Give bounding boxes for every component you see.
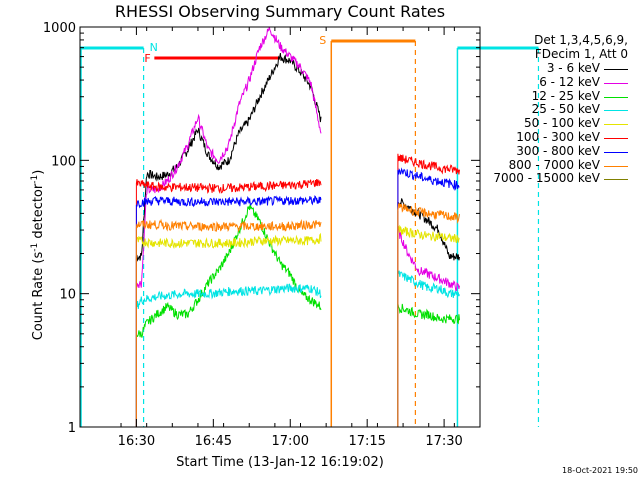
series-6-12-kev-seg1: [135, 26, 322, 427]
legend-header-line2: FDecim 1, Att 0: [534, 47, 628, 61]
series-300-800-kev-seg2: [397, 167, 460, 427]
series-6-12-kev-seg2: [397, 225, 460, 427]
x-axis-label: Start Time (13-Jan-12 16:19:02): [176, 455, 384, 470]
series-layer: [135, 26, 460, 427]
legend-swatch-2: [604, 96, 628, 98]
series-100-300-kev-seg2: [397, 153, 460, 427]
x-tick-label-4: 17:30: [425, 434, 462, 449]
series-800-7000-kev-seg2: [397, 202, 460, 427]
series-12-25-kev-seg2: [397, 303, 460, 427]
y-label-sup1: -1: [29, 242, 40, 252]
series-3-6-kev-seg2: [397, 198, 460, 427]
legend-item-8: 7000 - 15000 keV: [493, 171, 600, 186]
series-50-100-kev-seg2: [397, 224, 460, 427]
series-800-7000-kev-seg1: [135, 218, 322, 427]
x-tick-label-3: 17:15: [348, 434, 385, 449]
series-300-800-kev-seg1: [135, 195, 322, 427]
night-flag-label: N: [150, 41, 158, 54]
legend-swatch-1: [604, 82, 628, 84]
legend-item-4: 50 - 100 keV: [523, 116, 600, 131]
tick-layer: 16:30 16:45 17:00 17:15 17:30 1 10 100 1000: [43, 21, 480, 449]
series-3-6-kev-seg1: [135, 53, 322, 427]
legend-item-0: 3 - 6 keV: [546, 61, 600, 75]
series-25-50-kev-seg1: [135, 283, 322, 427]
saa-flag-label: S: [319, 34, 326, 47]
x-tick-label-2: 17:00: [272, 434, 309, 449]
legend-swatch-0: [604, 69, 628, 70]
plot-frame: [79, 26, 481, 428]
legend-item-1: 6 - 12 keV: [539, 74, 600, 89]
y-label-part2: detector: [31, 183, 47, 243]
y-label-part1: Count Rate (s: [31, 251, 47, 341]
legend-swatch-4: [604, 124, 628, 126]
legend-swatch-5: [604, 138, 628, 139]
series-12-25-kev-seg1: [135, 204, 322, 427]
y-tick-label-1: 10: [59, 288, 76, 303]
series-100-300-kev-seg1: [135, 179, 322, 427]
legend-header-line1: Det 1,3,4,5,6,9,: [534, 33, 628, 47]
timestamp: 18-Oct-2021 19:50: [562, 466, 638, 475]
flare-flag-label: F: [144, 52, 150, 65]
y-label-sup2: -1: [29, 174, 40, 184]
legend-item-5: 100 - 300 keV: [516, 130, 600, 144]
x-tick-label-0: 16:30: [118, 434, 155, 449]
flag-layer: [80, 39, 540, 427]
y-tick-label-2: 100: [51, 154, 76, 169]
y-tick-label-3: 1000: [43, 21, 76, 36]
legend-swatch-7: [604, 165, 628, 167]
y-axis-label: Count Rate (s-1 detector-1): [30, 170, 46, 341]
y-label-part3: ): [31, 169, 47, 175]
series-25-50-kev-seg2: [397, 270, 460, 427]
legend-swatch-6: [604, 151, 628, 153]
y-tick-label-0: 1: [68, 421, 76, 436]
x-tick-label-1: 16:45: [195, 434, 232, 449]
series-50-100-kev-seg1: [135, 232, 322, 427]
legend-item-6: 300 - 800 keV: [516, 143, 600, 158]
chart-title: RHESSI Observing Summary Count Rates: [114, 2, 446, 21]
legend-swatch-8: [604, 179, 628, 181]
legend-swatch-3: [604, 110, 628, 112]
legend-item-7: 800 - 7000 keV: [508, 157, 600, 172]
legend-item-2: 12 - 25 keV: [531, 88, 600, 103]
legend-item-3: 25 - 50 keV: [531, 102, 600, 117]
